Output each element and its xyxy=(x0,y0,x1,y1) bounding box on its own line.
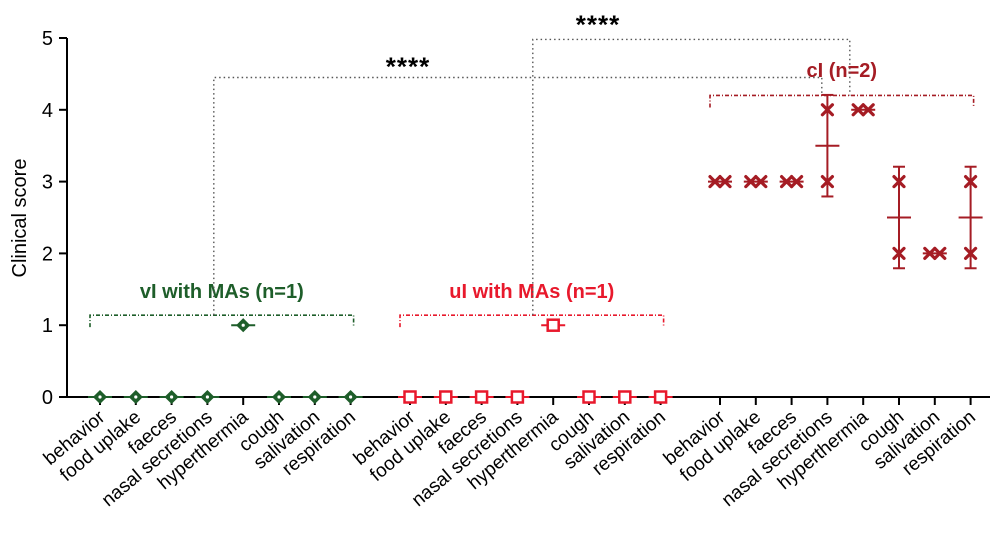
group-bracket xyxy=(89,314,355,328)
data-point-core xyxy=(98,395,102,399)
data-point xyxy=(546,318,560,332)
significance-label: **** xyxy=(576,10,620,40)
group-label: cI (n=2) xyxy=(807,60,878,82)
data-point xyxy=(718,175,732,189)
y-tick-label: 2 xyxy=(42,243,53,265)
data-point xyxy=(754,175,768,189)
data-point xyxy=(964,175,978,189)
y-tick-label: 3 xyxy=(42,172,53,194)
data-point xyxy=(892,175,906,189)
data-point-core xyxy=(277,395,281,399)
data-point xyxy=(861,103,875,117)
data-point xyxy=(820,175,834,189)
y-tick-label: 4 xyxy=(42,100,53,122)
data-point-core xyxy=(241,323,245,327)
significance-label: **** xyxy=(386,51,430,81)
significance-bracket xyxy=(213,76,823,316)
data-point xyxy=(923,246,937,260)
group-label: vI with MAs (n=1) xyxy=(140,281,304,303)
data-point xyxy=(851,103,865,117)
data-point-core xyxy=(134,395,138,399)
data-point-core xyxy=(313,395,317,399)
group-label: uI with MAs (n=1) xyxy=(449,281,614,303)
data-point-core xyxy=(205,395,209,399)
axes: 0 1 2 3 4 5 xyxy=(42,28,990,409)
y-tick-label: 1 xyxy=(42,315,53,337)
data-point xyxy=(403,390,417,404)
significance-brackets: **** **** xyxy=(213,10,851,316)
data-point xyxy=(618,390,632,404)
data-point xyxy=(474,390,489,404)
data-point xyxy=(892,246,906,260)
group-bracket xyxy=(709,94,975,108)
data-point xyxy=(933,246,947,260)
data-point xyxy=(780,175,794,189)
group-brackets: vI with MAs (n=1) uI with MAs (n=1) cI (n=… xyxy=(89,60,975,328)
group-bracket xyxy=(399,314,665,328)
data-point xyxy=(708,175,722,189)
y-tick-label: 0 xyxy=(42,387,53,409)
data-point xyxy=(439,390,453,404)
data-point xyxy=(582,390,596,404)
data-point xyxy=(964,246,978,260)
data-point xyxy=(510,390,525,404)
data-point xyxy=(653,390,668,404)
data-marks xyxy=(88,93,983,405)
data-point xyxy=(820,103,834,117)
data-point xyxy=(790,175,804,189)
y-axis-label: Clinical score xyxy=(9,159,31,278)
data-point xyxy=(744,175,758,189)
y-tick-label: 5 xyxy=(42,28,53,50)
data-point-core xyxy=(170,395,174,399)
data-point-core xyxy=(349,395,353,399)
